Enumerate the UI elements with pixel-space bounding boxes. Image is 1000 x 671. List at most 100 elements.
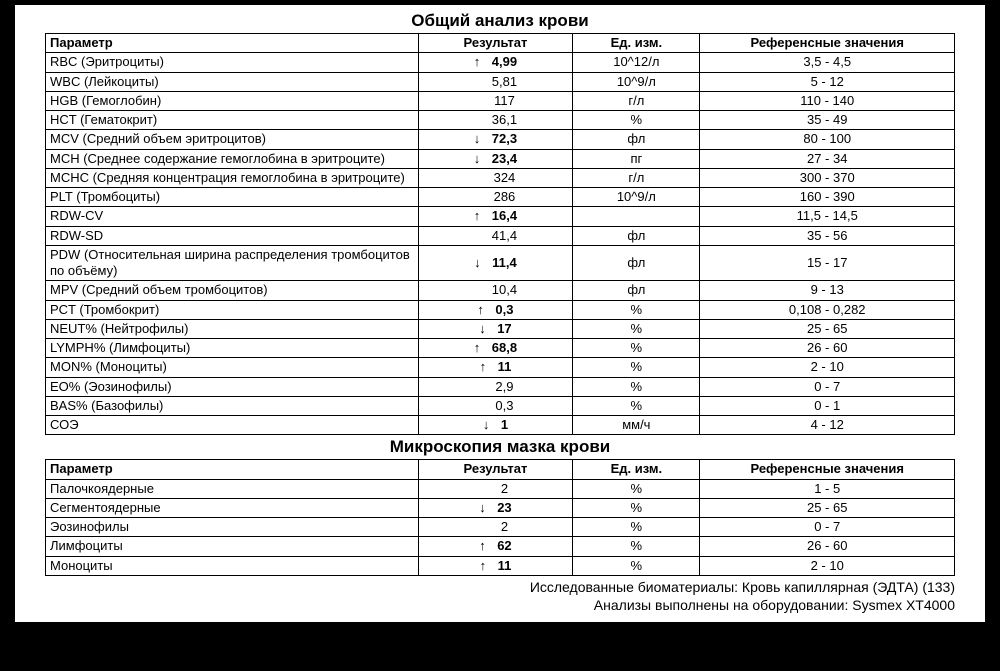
- cell-unit: %: [573, 396, 700, 415]
- header-result: Результат: [418, 34, 573, 53]
- table-row: MON% (Моноциты)↑11%2 - 10: [46, 358, 955, 377]
- table-row: Сегментоядерные↓23%25 - 65: [46, 498, 955, 517]
- cell-unit: %: [573, 498, 700, 517]
- result-arrow-icon: ↑: [480, 359, 496, 375]
- result-value: 0,3: [495, 398, 513, 413]
- cell-param: Палочкоядерные: [46, 479, 419, 498]
- table-row: EO% (Эозинофилы)2,9%0 - 7: [46, 377, 955, 396]
- cell-ref: 26 - 60: [700, 537, 955, 556]
- result-arrow-icon: ↓: [479, 500, 495, 516]
- cell-result: ↑11: [418, 556, 573, 575]
- cell-result: 286: [418, 188, 573, 207]
- cell-ref: 160 - 390: [700, 188, 955, 207]
- cell-param: MCHC (Средняя концентрация гемоглобина в…: [46, 168, 419, 187]
- cell-param: WBC (Лейкоциты): [46, 72, 419, 91]
- cell-unit: фл: [573, 281, 700, 300]
- result-arrow-icon: ↑: [480, 558, 496, 574]
- result-arrow-icon: ↓: [474, 255, 490, 271]
- cell-unit: 10^9/л: [573, 188, 700, 207]
- table-row: RBC (Эритроциты)↑4,9910^12/л3,5 - 4,5: [46, 53, 955, 72]
- cell-unit: 10^12/л: [573, 53, 700, 72]
- cell-unit: %: [573, 111, 700, 130]
- result-value: 324: [494, 170, 516, 185]
- cell-ref: 2 - 10: [700, 358, 955, 377]
- cell-ref: 80 - 100: [700, 130, 955, 149]
- cell-param: HCT (Гематокрит): [46, 111, 419, 130]
- cell-unit: [573, 207, 700, 226]
- cell-param: PLT (Тромбоциты): [46, 188, 419, 207]
- cell-ref: 35 - 49: [700, 111, 955, 130]
- cell-result: ↑68,8: [418, 339, 573, 358]
- result-value: 2: [501, 481, 508, 496]
- result-value: 4,99: [492, 54, 517, 69]
- result-value: 68,8: [492, 340, 517, 355]
- cell-param: RBC (Эритроциты): [46, 53, 419, 72]
- cell-unit: г/л: [573, 91, 700, 110]
- cell-result: 324: [418, 168, 573, 187]
- cell-param: PDW (Относительная ширина распределения …: [46, 245, 419, 281]
- cell-result: ↑4,99: [418, 53, 573, 72]
- cell-unit: 10^9/л: [573, 72, 700, 91]
- table-row: Лимфоциты↑62%26 - 60: [46, 537, 955, 556]
- cell-param: HGB (Гемоглобин): [46, 91, 419, 110]
- cell-result: ↓1: [418, 416, 573, 435]
- table-row: RDW-CV ↑16,4 11,5 - 14,5: [46, 207, 955, 226]
- result-value: 36,1: [492, 112, 517, 127]
- result-value: 16,4: [492, 208, 517, 223]
- cell-param: LYMPH% (Лимфоциты): [46, 339, 419, 358]
- cell-param: Сегментоядерные: [46, 498, 419, 517]
- cell-ref: 25 - 65: [700, 498, 955, 517]
- cell-ref: 0 - 7: [700, 377, 955, 396]
- header-unit: Ед. изм.: [573, 34, 700, 53]
- table-row: HGB (Гемоглобин)117г/л110 - 140: [46, 91, 955, 110]
- table-row: Палочкоядерные2%1 - 5: [46, 479, 955, 498]
- tables-container: Общий анализ кровиПараметрРезультатЕд. и…: [45, 11, 955, 576]
- cell-param: BAS% (Базофилы): [46, 396, 419, 415]
- cell-result: 2: [418, 479, 573, 498]
- result-value: 2,9: [495, 379, 513, 394]
- cell-result: ↑0,3: [418, 300, 573, 319]
- cell-result: ↓17: [418, 319, 573, 338]
- table-row: WBC (Лейкоциты)5,8110^9/л5 - 12: [46, 72, 955, 91]
- cell-param: NEUT% (Нейтрофилы): [46, 319, 419, 338]
- cell-ref: 110 - 140: [700, 91, 955, 110]
- cell-result: 2: [418, 518, 573, 537]
- report-footer: Исследованные биоматериалы: Кровь капилл…: [45, 578, 955, 614]
- cell-param: СОЭ: [46, 416, 419, 435]
- cell-ref: 0,108 - 0,282: [700, 300, 955, 319]
- cell-ref: 3,5 - 4,5: [700, 53, 955, 72]
- cell-result: 117: [418, 91, 573, 110]
- section-title: Микроскопия мазка крови: [45, 437, 955, 457]
- cell-param: MON% (Моноциты): [46, 358, 419, 377]
- result-value: 11: [498, 558, 512, 573]
- cell-unit: мм/ч: [573, 416, 700, 435]
- cell-result: ↑62: [418, 537, 573, 556]
- report-page: Общий анализ кровиПараметрРезультатЕд. и…: [15, 5, 985, 622]
- result-value: 10,4: [492, 282, 517, 297]
- cell-ref: 15 - 17: [700, 245, 955, 281]
- cell-unit: %: [573, 300, 700, 319]
- cell-ref: 35 - 56: [700, 226, 955, 245]
- table-row: MCV (Средний объем эритроцитов)↓72,3фл80…: [46, 130, 955, 149]
- result-arrow-icon: ↓: [479, 321, 495, 337]
- table-row: PLT (Тромбоциты)28610^9/л160 - 390: [46, 188, 955, 207]
- cell-ref: 5 - 12: [700, 72, 955, 91]
- cell-param: Эозинофилы: [46, 518, 419, 537]
- cell-unit: г/л: [573, 168, 700, 187]
- cell-ref: 26 - 60: [700, 339, 955, 358]
- cell-param: Лимфоциты: [46, 537, 419, 556]
- result-arrow-icon: ↓: [483, 417, 499, 433]
- cell-ref: 9 - 13: [700, 281, 955, 300]
- result-arrow-icon: ↑: [474, 208, 490, 224]
- result-value: 2: [501, 519, 508, 534]
- cell-result: ↓23,4: [418, 149, 573, 168]
- cell-unit: %: [573, 479, 700, 498]
- cell-param: RDW-CV: [46, 207, 419, 226]
- table-row: LYMPH% (Лимфоциты)↑68,8%26 - 60: [46, 339, 955, 358]
- table-row: PCT (Тромбокрит)↑0,3%0,108 - 0,282: [46, 300, 955, 319]
- cell-ref: 11,5 - 14,5: [700, 207, 955, 226]
- result-arrow-icon: ↑: [474, 54, 490, 70]
- table-row: MCH (Среднее содержание гемоглобина в эр…: [46, 149, 955, 168]
- cell-result: 36,1: [418, 111, 573, 130]
- header-ref: Референсные значения: [700, 34, 955, 53]
